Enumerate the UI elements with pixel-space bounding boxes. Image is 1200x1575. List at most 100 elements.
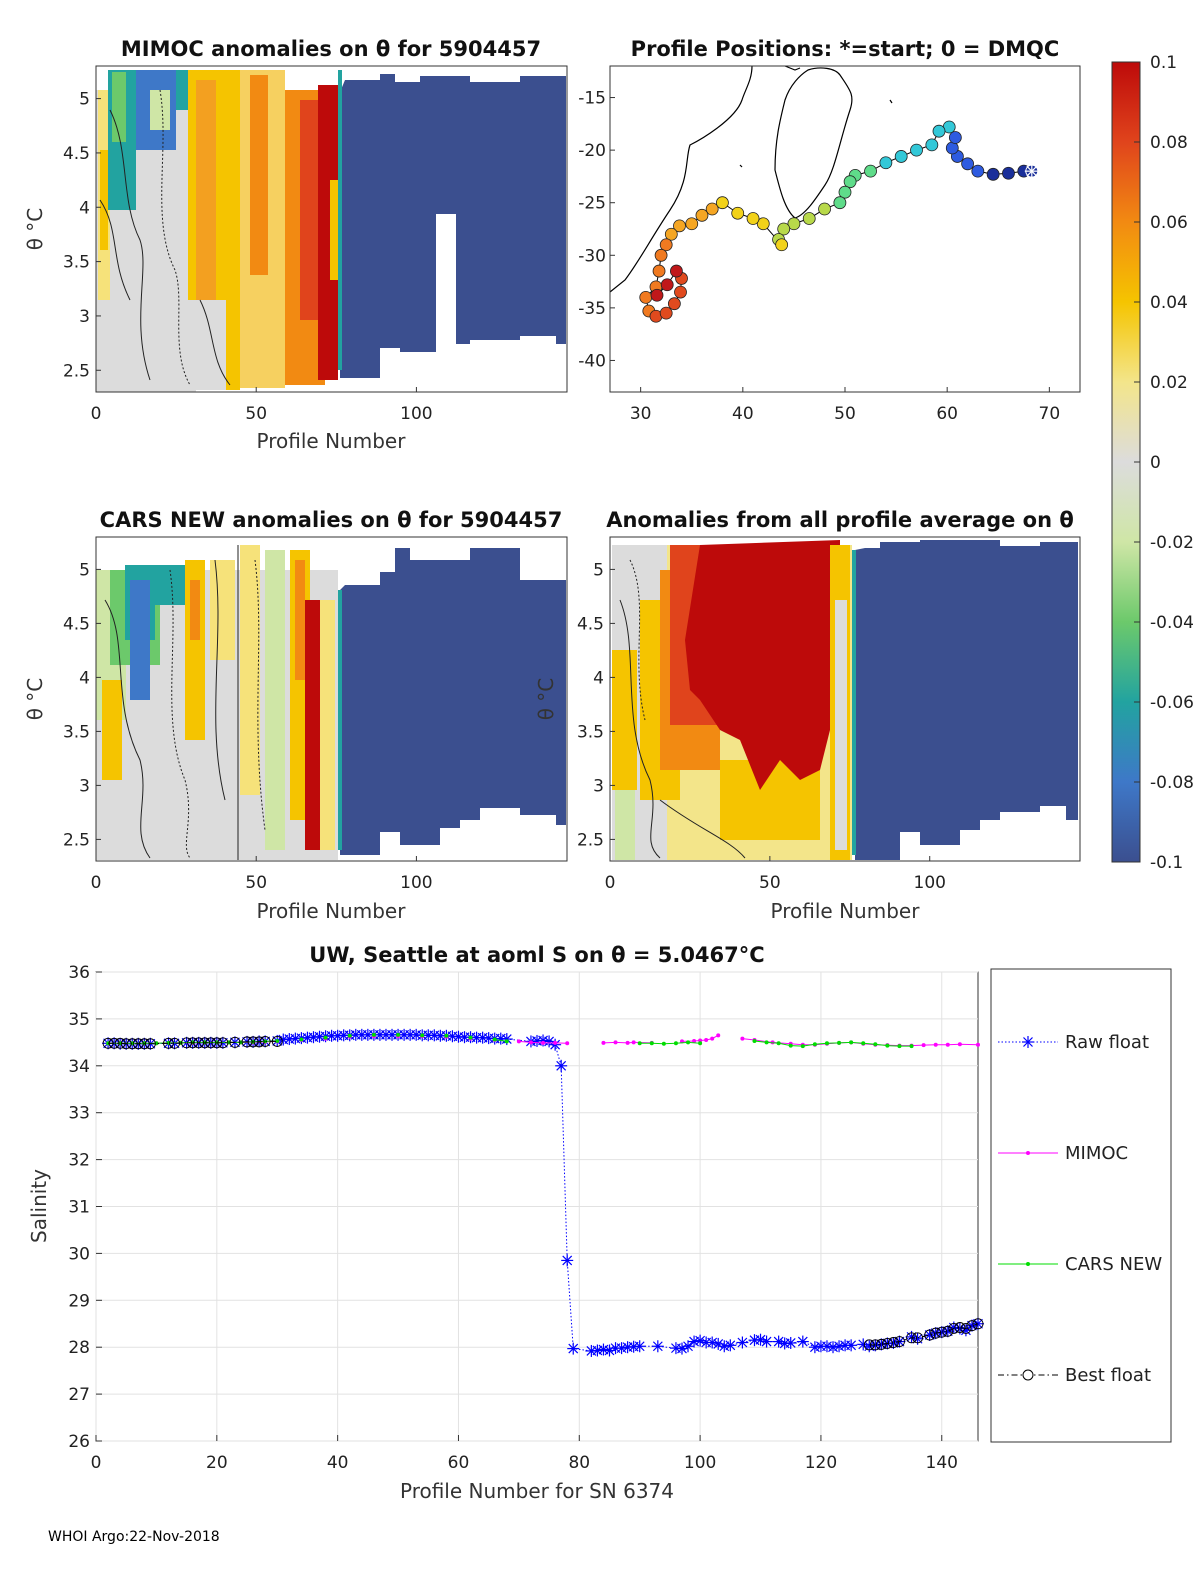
mimoc-frame <box>95 65 568 393</box>
raw-float-point <box>875 1338 888 1351</box>
y-tick-label: 5 <box>593 560 604 580</box>
best-float-point <box>132 1038 144 1050</box>
legend-label: Raw float <box>1065 1032 1149 1053</box>
raw-float-point <box>651 1340 664 1353</box>
mimoc-axes: 0 50 100 2.5 3 3.5 4 4.5 5 <box>63 90 433 424</box>
map-y-tick-label: -30 <box>578 246 606 266</box>
legend-label: MIMOC <box>1065 1143 1128 1164</box>
mimoc-point <box>541 1040 546 1045</box>
best-float-point <box>217 1037 229 1049</box>
cars-new-point <box>909 1044 914 1049</box>
mimoc-point <box>528 1040 533 1045</box>
profile-position-marker <box>910 143 923 157</box>
mimoc-point <box>921 1043 926 1048</box>
profile-position-marker <box>925 138 939 152</box>
legend-item: Raw float <box>998 1032 1149 1053</box>
y-tick-label: 3.5 <box>63 253 90 273</box>
best-float-point <box>199 1037 211 1049</box>
mimoc-point <box>613 1040 618 1045</box>
footer-stamp: WHOI Argo:22-Nov-2018 <box>48 1529 220 1545</box>
raw-float-point <box>597 1343 610 1356</box>
cars-new-point <box>698 1041 703 1046</box>
best-float-point <box>169 1037 180 1049</box>
raw-float-point <box>845 1339 858 1352</box>
cars-new-point <box>468 1035 473 1040</box>
best-float-point <box>875 1338 887 1350</box>
cars-new-point <box>323 1035 328 1040</box>
cars-new-point <box>444 1033 449 1038</box>
raw-float-point <box>935 1326 948 1339</box>
cars-new-point <box>824 1041 829 1046</box>
best-float-point <box>259 1035 271 1047</box>
profile-position-marker <box>652 264 666 278</box>
map-axes: 30 40 50 60 70 -15 -20 -25 -30 -35 -40 <box>578 89 1060 424</box>
best-float-point <box>193 1037 205 1049</box>
legend-item: CARS NEW <box>998 1254 1162 1275</box>
best-float-point <box>229 1036 241 1048</box>
x-tick-label: 80 <box>568 1453 590 1473</box>
best-float-point <box>972 1318 984 1330</box>
map-y-tick-label: -20 <box>578 141 606 161</box>
y-tick-label: 3 <box>79 307 90 327</box>
best-float-point <box>144 1038 156 1050</box>
series-best-float <box>102 1035 984 1351</box>
cars-new-point <box>776 1041 781 1046</box>
raw-float-point <box>827 1341 840 1354</box>
raw-float-point <box>675 1342 688 1355</box>
y-tick-label: 27 <box>68 1385 90 1405</box>
best-float-point <box>869 1339 881 1351</box>
x-tick-label: 60 <box>448 1453 470 1473</box>
cars-new-point <box>873 1042 878 1047</box>
y-tick-label: 4 <box>79 668 90 688</box>
profile-position-marker <box>659 238 673 252</box>
best-float-point <box>863 1339 875 1351</box>
cars-new-point <box>649 1041 654 1046</box>
salinity-xlabel: Profile Number for SN 6374 <box>400 1479 674 1503</box>
profile-position-marker <box>838 185 852 199</box>
best-float-point <box>181 1037 193 1049</box>
cars-axes: 0 50 100 2.5 3 3.5 4 4.5 5 <box>63 560 433 893</box>
profile-position-marker <box>705 202 719 216</box>
cars-new-point <box>837 1040 842 1045</box>
colorbar-tick-label: 0.08 <box>1150 133 1188 153</box>
legend-item: Best float <box>998 1365 1151 1386</box>
profile-position-marker <box>945 141 959 155</box>
legend-marker <box>1026 1262 1030 1266</box>
raw-float-point <box>833 1340 846 1353</box>
raw-float-point <box>567 1342 580 1355</box>
profile-position-marker <box>879 156 893 170</box>
profile-position-marker <box>673 219 686 233</box>
raw-float-point <box>796 1335 809 1348</box>
colorbar-tick-label: 0.02 <box>1150 373 1188 393</box>
cars-new-point <box>764 1040 769 1045</box>
x-tick-label: 0 <box>605 873 616 893</box>
best-float-point <box>906 1332 917 1344</box>
mimoc-point <box>945 1042 950 1047</box>
map-y-tick-label: -15 <box>578 89 606 109</box>
map-x-tick-label: 40 <box>732 404 754 424</box>
cars-new-point <box>299 1037 304 1042</box>
profile-position-marker <box>674 285 687 299</box>
colorbar-tick-label: 0 <box>1150 453 1161 473</box>
colorbar-tick-label: -0.08 <box>1150 773 1194 793</box>
legend-label: CARS NEW <box>1065 1254 1162 1275</box>
cars-field <box>96 545 566 860</box>
y-tick-label: 4.5 <box>63 144 90 164</box>
x-tick-label: 20 <box>206 1453 228 1473</box>
profile-position-marker <box>961 157 975 171</box>
best-float-point <box>108 1037 120 1049</box>
raw-float-point <box>591 1344 604 1357</box>
map-x-tick-label: 30 <box>630 404 652 424</box>
profile-position-marker <box>932 124 946 138</box>
profile-position-marker <box>746 212 760 225</box>
avg-ylabel: θ °C <box>534 678 558 721</box>
cars-new-point <box>492 1037 497 1042</box>
best-float-point <box>924 1329 936 1341</box>
profile-position-marker <box>695 208 709 222</box>
mimoc-point <box>740 1036 745 1041</box>
colorbar: 0.1 0.08 0.06 0.04 0.02 0 -0.02 -0.04 -0.06 -0.08… <box>1111 53 1194 873</box>
profile-position-marker <box>670 264 683 278</box>
best-float-point <box>247 1036 259 1048</box>
salinity-legend: Raw float MIMOC CARS NEW Best float <box>990 968 1172 1443</box>
cars-new-line <box>639 1041 701 1045</box>
